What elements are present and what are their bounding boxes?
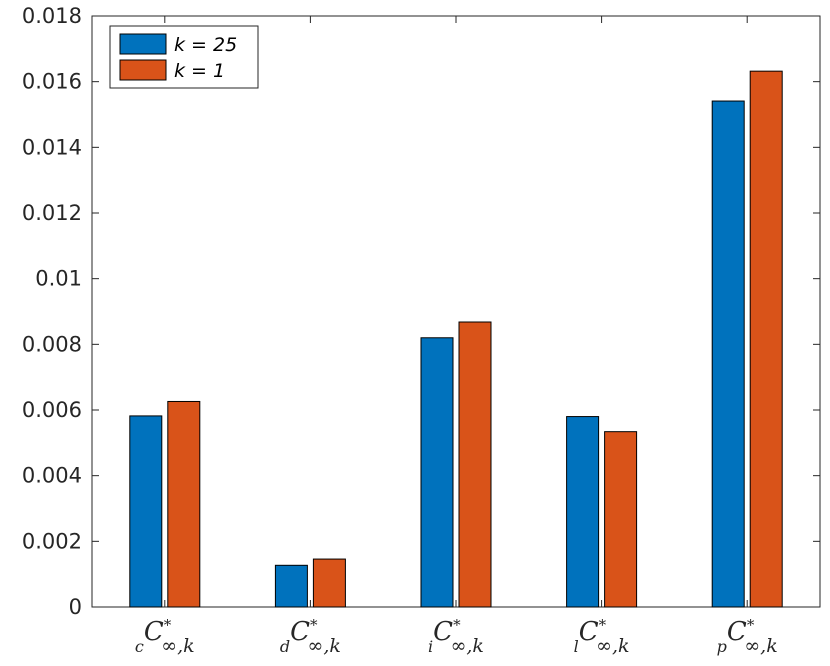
- legend-swatch: [119, 33, 167, 55]
- x-tick-label: iC* ∞,k: [428, 616, 484, 657]
- bars: [129, 70, 783, 608]
- y-tick-label: 0.01: [35, 267, 82, 291]
- bar-k25-4: [711, 100, 745, 608]
- y-tick-label: 0: [69, 595, 82, 619]
- x-tick-label: dC* ∞,k: [280, 616, 341, 657]
- bar-k1-3: [604, 431, 638, 608]
- legend-label: k = 1: [174, 60, 225, 82]
- y-tick-label: 0.004: [22, 464, 82, 488]
- legend-swatch: [119, 59, 167, 81]
- bar-k25-2: [420, 337, 454, 608]
- x-axis: cC* ∞,k dC* ∞,k iC* ∞,k lC* ∞,k pC* ∞,k: [135, 16, 778, 657]
- legend: k = 25 k = 1: [109, 25, 259, 89]
- y-tick-label: 0.008: [22, 332, 82, 356]
- legend-label: k = 25: [174, 34, 237, 56]
- x-tick-label: lC* ∞,k: [574, 616, 630, 657]
- bar-k25-0: [129, 415, 163, 608]
- y-tick-label: 0.006: [22, 398, 82, 422]
- y-tick-label: 0.018: [22, 4, 82, 28]
- bar-k25-1: [274, 564, 308, 608]
- y-tick-label: 0.014: [22, 135, 82, 159]
- plot-area: [91, 15, 821, 608]
- y-axis: 0 0.002 0.004 0.006 0.008 0.01 0.012 0.014 0.016…: [22, 4, 820, 619]
- x-tick-label: cC* ∞,k: [135, 616, 195, 657]
- y-tick-label: 0.016: [22, 70, 82, 94]
- bar-k1-2: [458, 321, 492, 608]
- x-tick-label: pC* ∞,k: [717, 616, 778, 657]
- bar-k1-4: [749, 70, 783, 608]
- bar-k25-3: [566, 416, 600, 608]
- y-tick-label: 0.012: [22, 201, 82, 225]
- y-tick-label: 0.002: [22, 529, 82, 553]
- bar-k1-0: [167, 400, 201, 608]
- bar-k1-1: [312, 558, 346, 608]
